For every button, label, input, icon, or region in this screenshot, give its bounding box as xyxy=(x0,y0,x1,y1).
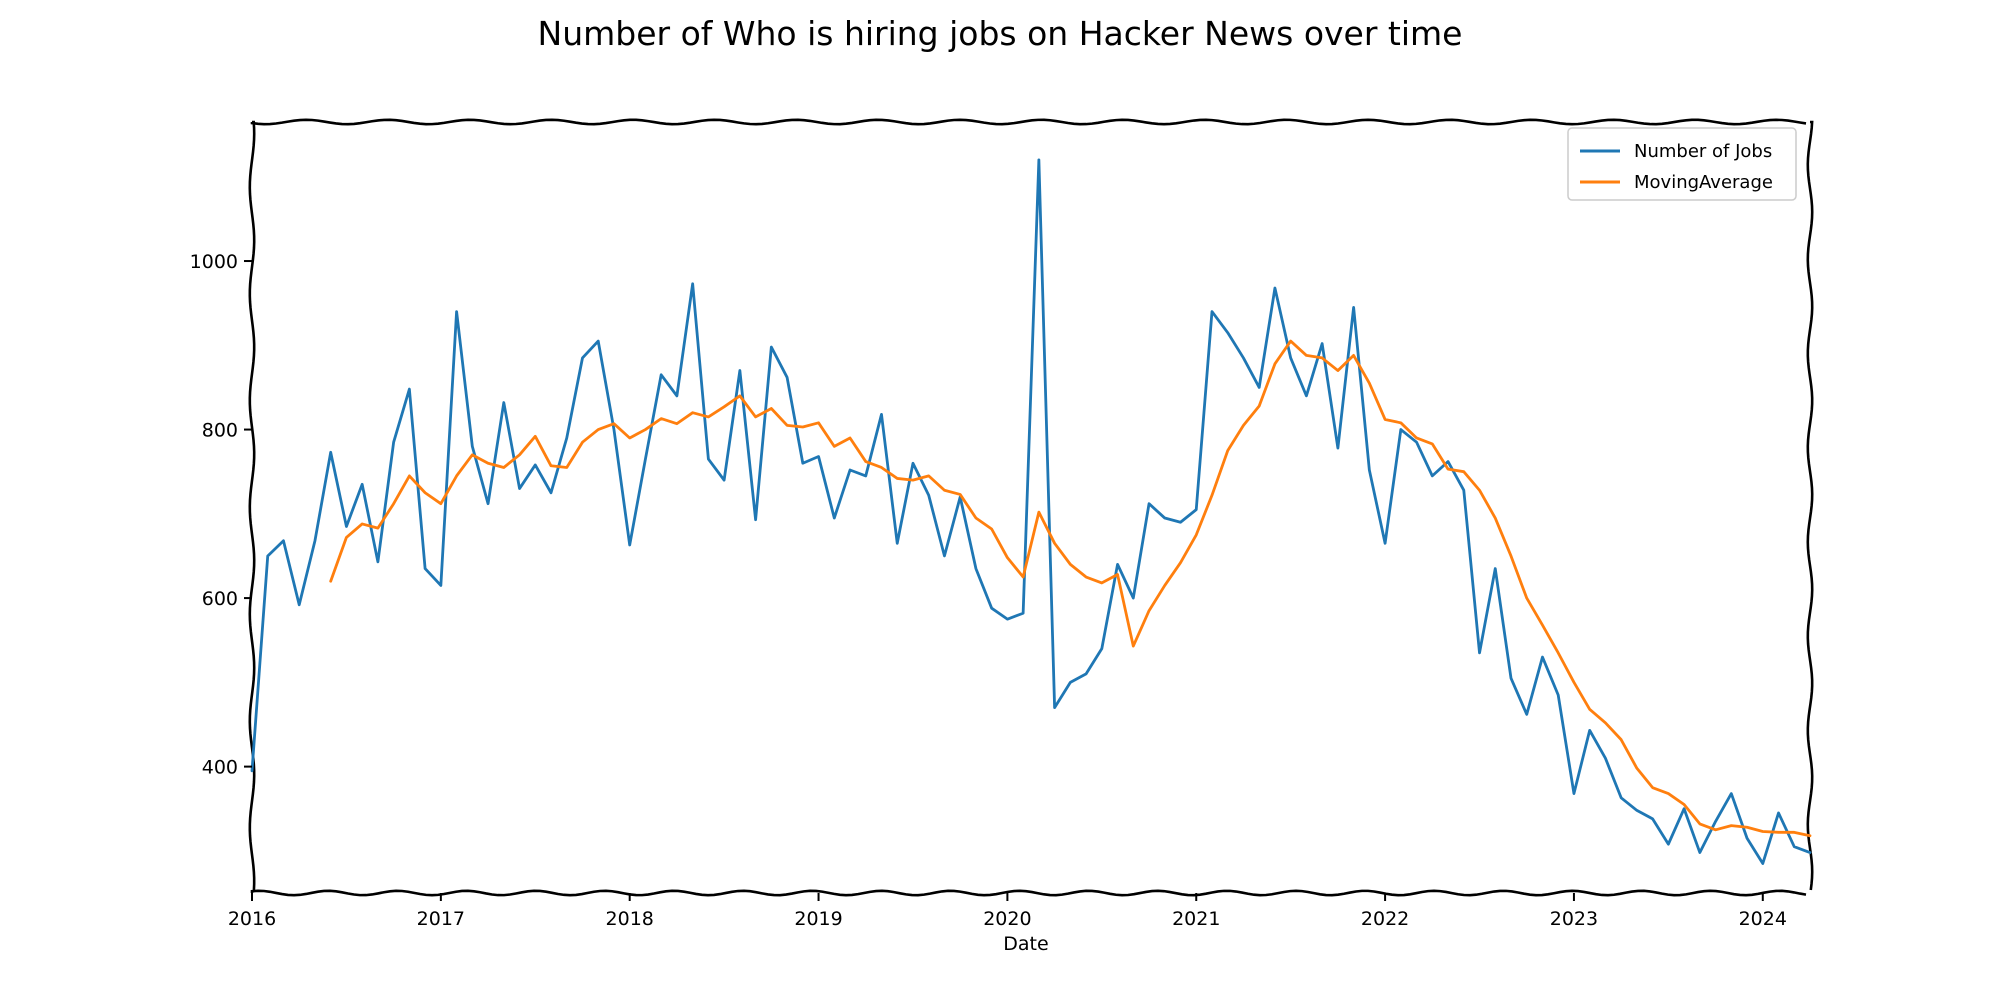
legend-label: MovingAverage xyxy=(1634,172,1773,193)
legend: Number of Jobs MovingAverage xyxy=(1567,127,1797,201)
legend-box xyxy=(1567,127,1797,201)
x-axis: 2016 2017 2018 2019 2020 2021 2022 2023 2024 xyxy=(228,893,1787,930)
series-line-movingaverage xyxy=(329,339,1812,838)
x-tick-label: 2017 xyxy=(417,908,465,930)
x-axis-label: Date xyxy=(1003,933,1048,955)
x-tick-label: 2021 xyxy=(1172,908,1220,930)
y-axis: 400 600 800 1000 xyxy=(190,251,252,779)
x-tick-label: 2018 xyxy=(606,908,654,930)
x-tick-label: 2024 xyxy=(1739,908,1787,930)
y-tick-label: 600 xyxy=(202,588,238,610)
chart-title: Number of Who is hiring jobs on Hacker N… xyxy=(538,14,1463,53)
frame-top xyxy=(250,118,1807,126)
series-line-number-of-jobs xyxy=(250,158,1812,865)
legend-label: Number of Jobs xyxy=(1634,141,1772,162)
frame-right xyxy=(1806,120,1814,891)
y-tick-label: 400 xyxy=(202,757,238,779)
plot-frame xyxy=(248,118,1814,897)
x-tick-label: 2022 xyxy=(1361,908,1409,930)
y-tick-label: 800 xyxy=(202,420,238,442)
series-layer xyxy=(250,158,1812,865)
x-tick-label: 2016 xyxy=(228,908,276,930)
frame-left xyxy=(248,120,256,891)
x-tick-label: 2019 xyxy=(794,908,842,930)
x-tick-label: 2020 xyxy=(983,908,1031,930)
x-tick-label: 2023 xyxy=(1550,908,1598,930)
frame-bottom xyxy=(250,889,1807,897)
y-tick-label: 1000 xyxy=(190,251,238,273)
